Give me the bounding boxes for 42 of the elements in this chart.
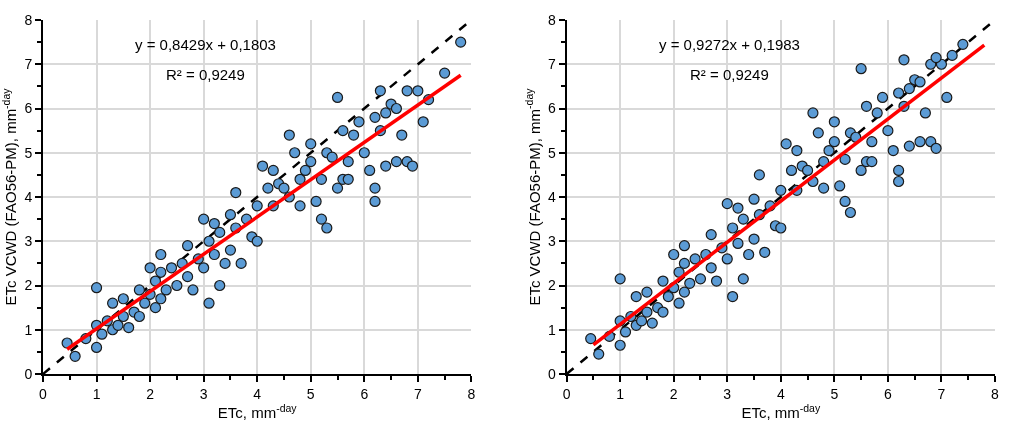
y-tick-label: 2 <box>548 277 556 294</box>
y-tick-label: 2 <box>24 277 33 294</box>
annotation: y = 0,9272x + 0,1983 <box>659 36 800 53</box>
y-tick-label: 6 <box>548 100 556 117</box>
x-tick-label: 2 <box>669 385 678 402</box>
y-tick-label: 5 <box>24 144 33 161</box>
y-tick-label: 4 <box>548 188 556 205</box>
y-tick-label: 0 <box>24 365 33 382</box>
y-tick-label: 4 <box>24 188 33 205</box>
y-tick-label: 8 <box>24 11 33 28</box>
x-tick-label: 8 <box>991 385 1000 402</box>
annotation: y = 0,8429x + 0,1803 <box>135 36 276 53</box>
y-tick-label: 7 <box>24 56 33 73</box>
annotation: R² = 0,9249 <box>166 66 245 83</box>
y-tick-label: 8 <box>548 11 556 28</box>
x-tick-label: 0 <box>39 385 48 402</box>
y-tick-label: 7 <box>548 56 556 73</box>
x-tick-label: 5 <box>306 385 315 402</box>
y-tick-label: 1 <box>24 321 33 338</box>
x-tick-label: 4 <box>776 385 785 402</box>
y-tick-label: 5 <box>548 144 556 161</box>
x-axis-title: ETc, mm$^{-day}$ <box>217 401 298 422</box>
x-tick-label: 3 <box>723 385 732 402</box>
x-tick-label: 7 <box>937 385 946 402</box>
y-tick-label: 3 <box>548 233 556 250</box>
y-tick-label: 1 <box>548 321 556 338</box>
y-tick-label: 6 <box>24 100 33 117</box>
x-tick-label: 3 <box>199 385 208 402</box>
x-tick-label: 2 <box>146 385 155 402</box>
annotation: R² = 0,9249 <box>690 66 769 83</box>
x-tick-label: 6 <box>360 385 369 402</box>
x-tick-label: 4 <box>253 385 262 402</box>
x-tick-label: 7 <box>413 385 422 402</box>
x-tick-label: 6 <box>884 385 892 402</box>
y-tick-label: 0 <box>548 365 556 382</box>
x-tick-label: 0 <box>562 385 571 402</box>
x-tick-label: 1 <box>92 385 101 402</box>
x-axis-title: ETc, mm$^{-day}$ <box>741 401 821 422</box>
x-tick-label: 1 <box>616 385 625 402</box>
x-tick-label: 5 <box>830 385 839 402</box>
x-tick-label: 8 <box>467 385 476 402</box>
y-tick-label: 3 <box>24 233 33 250</box>
